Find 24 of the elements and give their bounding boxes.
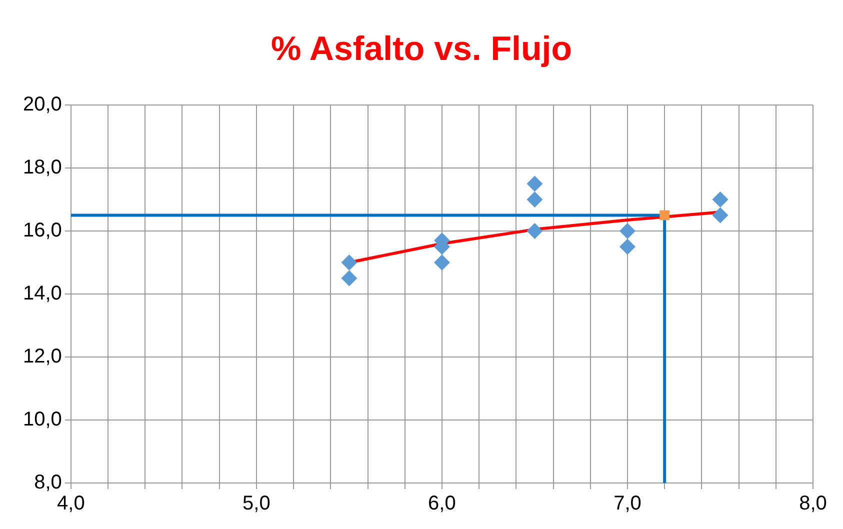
y-tick-label: 8,0: [34, 472, 62, 494]
point: [712, 207, 728, 224]
point: [341, 270, 358, 286]
point: [341, 254, 358, 270]
point: [619, 223, 636, 239]
point: [619, 238, 636, 255]
point: [434, 254, 450, 270]
y-tick-label: 20,0: [22, 94, 62, 116]
x-tick-label: 6,0: [428, 492, 456, 515]
chart-title: % Asfalto vs. Flujo: [270, 30, 573, 69]
x-tick-label: 8,0: [799, 492, 827, 515]
x-tick-label: 5,0: [242, 492, 270, 515]
y-tick-label: 12,0: [22, 346, 62, 368]
point: [526, 223, 543, 239]
point: [526, 192, 543, 208]
y-tick-label: 10,0: [22, 408, 62, 431]
y-tick-label: 16,0: [22, 220, 62, 242]
point: [712, 192, 728, 208]
x-tick-label: 4,0: [57, 492, 85, 515]
y-tick-label: 18,0: [22, 156, 62, 179]
point: [660, 210, 670, 220]
y-tick-label: 14,0: [22, 282, 62, 305]
point: [526, 176, 543, 192]
x-tick-label: 7,0: [614, 492, 642, 515]
